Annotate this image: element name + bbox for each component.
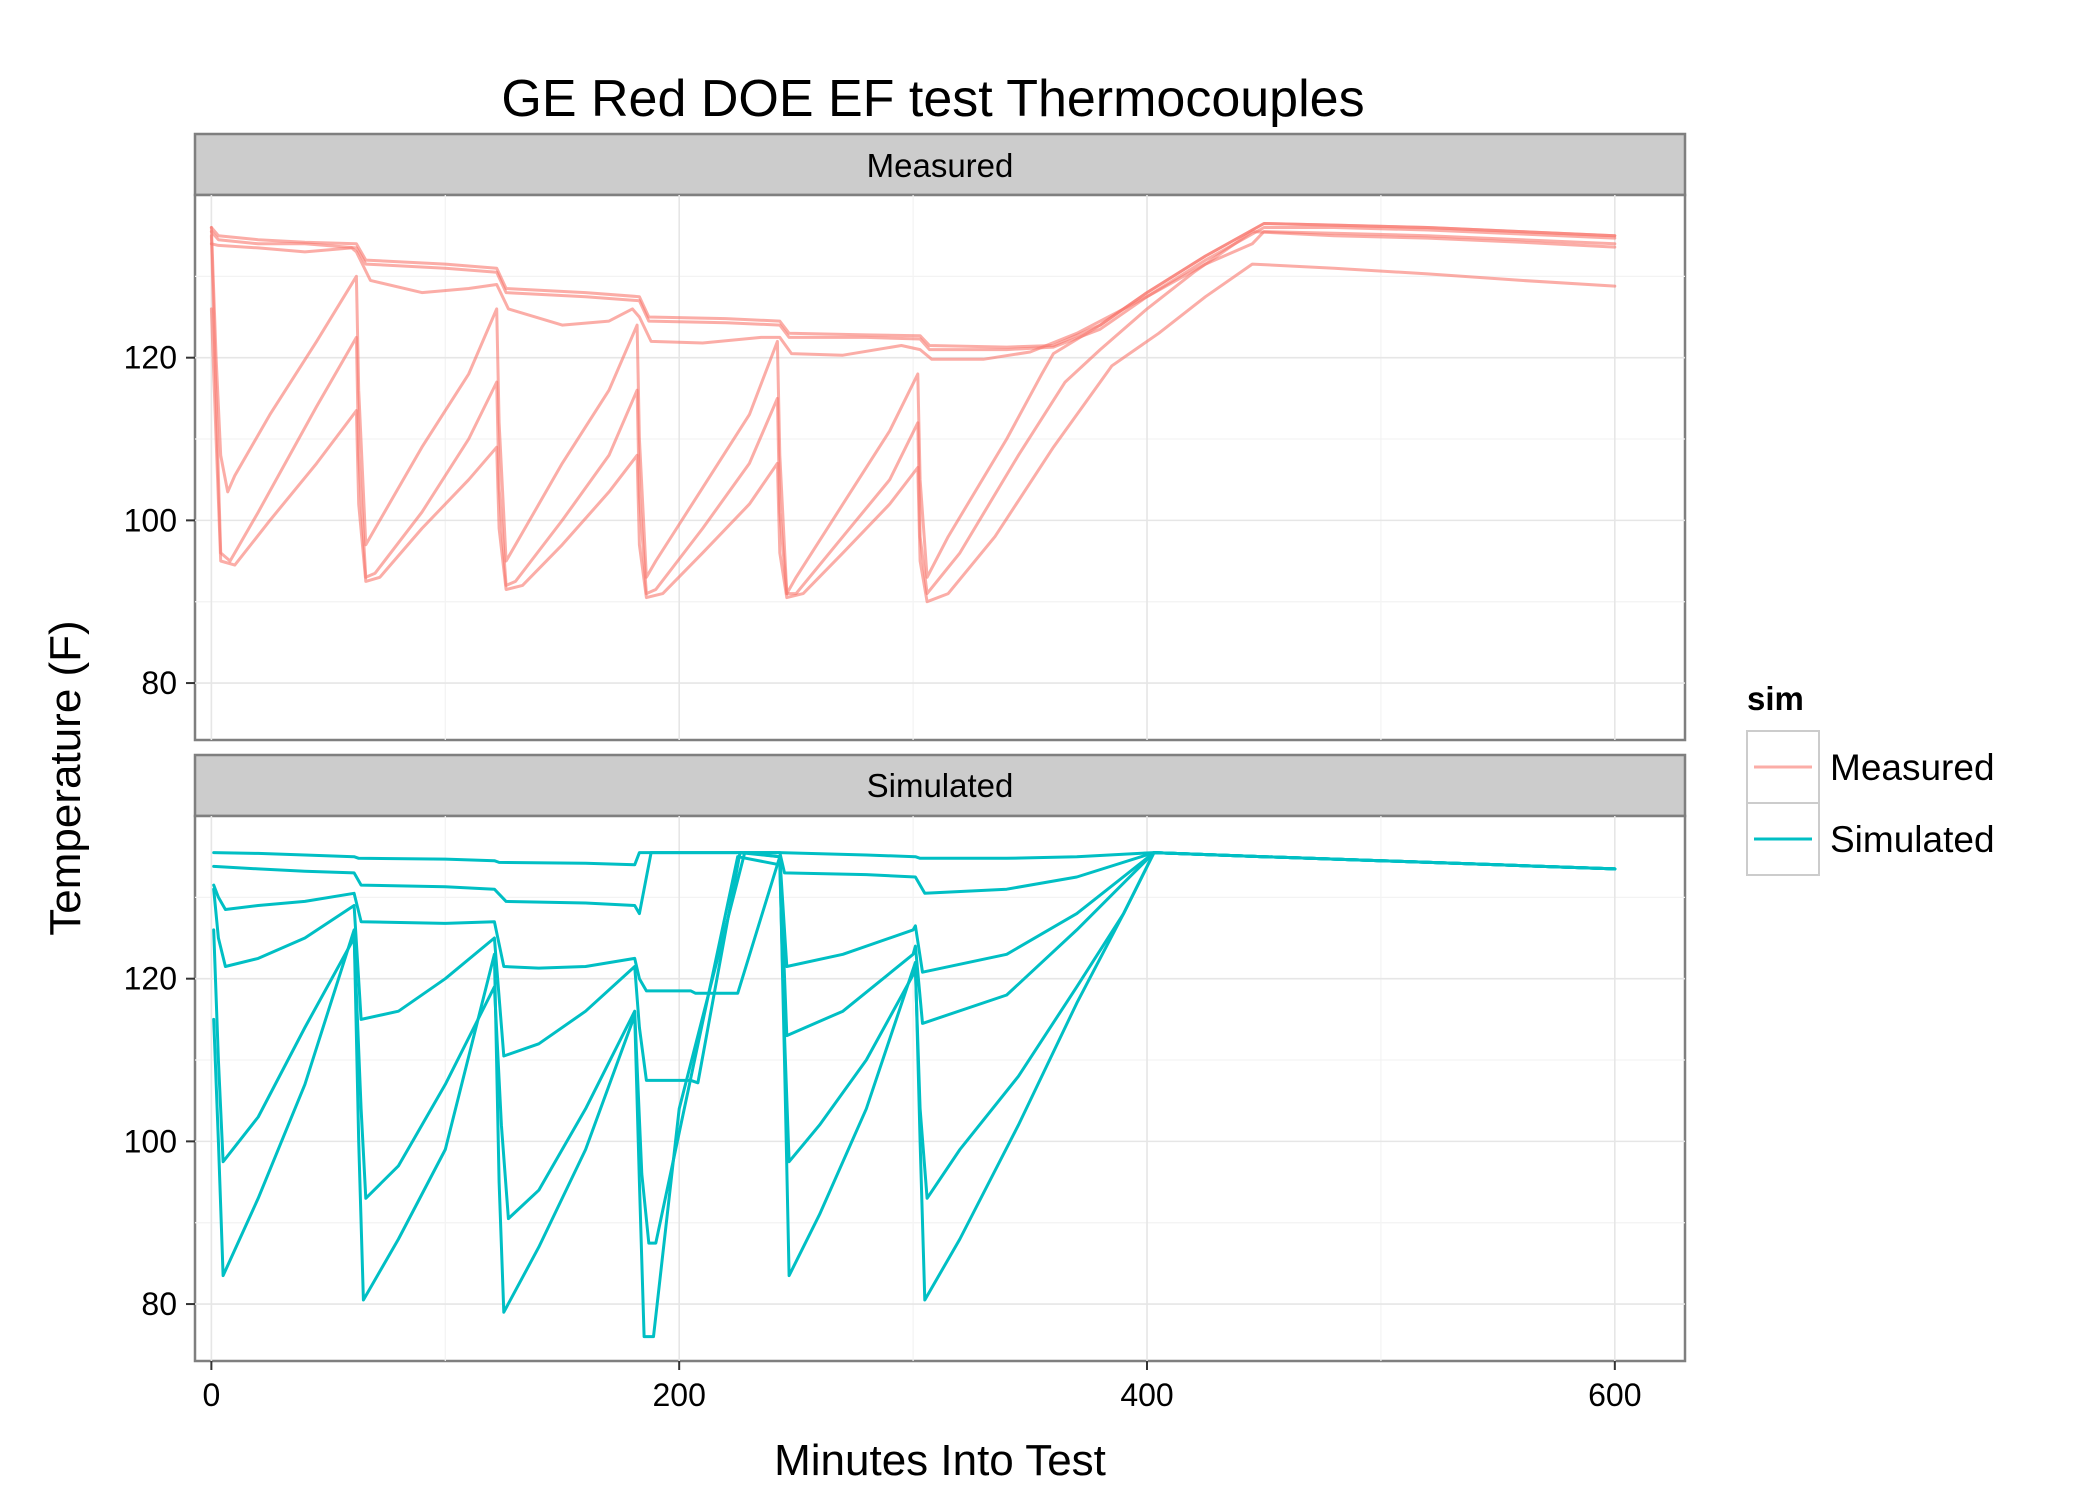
x-tick-label: 600 bbox=[1588, 1377, 1641, 1413]
x-axis: 0 200 400 600 bbox=[202, 1361, 1642, 1413]
facet-simulated-strip bbox=[193, 753, 1687, 818]
legend-label-measured: Measured bbox=[1830, 747, 1995, 788]
y-tick-label: 100 bbox=[124, 1123, 177, 1159]
y-tick-label: 100 bbox=[124, 502, 177, 538]
facet-measured-panel bbox=[193, 193, 1687, 742]
x-tick-label: 400 bbox=[1120, 1377, 1173, 1413]
x-tick-label: 200 bbox=[652, 1377, 705, 1413]
y-tick-label: 80 bbox=[141, 1286, 177, 1322]
facet-simulated-strip-label: Simulated bbox=[867, 767, 1014, 804]
chart-title: GE Red DOE EF test Thermocouples bbox=[501, 70, 1364, 128]
facet-simulated-grid bbox=[195, 816, 1685, 1361]
legend-item-measured: Measured bbox=[1746, 730, 1995, 804]
simulated-series-line-3 bbox=[212, 851, 1617, 995]
facet-simulated-series bbox=[212, 851, 1617, 1339]
legend-title: sim bbox=[1747, 680, 1804, 717]
simulated-series-line-6 bbox=[212, 851, 1617, 1339]
facet-measured-series bbox=[209, 222, 1617, 604]
y-tick-label: 120 bbox=[124, 340, 177, 376]
y-tick-label: 80 bbox=[141, 665, 177, 701]
x-axis-title: Minutes Into Test bbox=[774, 1436, 1106, 1485]
legend-label-simulated: Simulated bbox=[1830, 819, 1995, 860]
facet-measured-y-axis: 80 100 120 bbox=[124, 340, 195, 701]
facet-measured-strip bbox=[193, 132, 1687, 197]
simulated-series-line-4 bbox=[212, 851, 1617, 1085]
legend: sim Measured Simulated bbox=[1746, 680, 1995, 876]
facet-measured: Measured 80 100 120 bbox=[124, 132, 1687, 742]
measured-series-line-4 bbox=[209, 222, 1617, 596]
facet-measured-grid bbox=[195, 195, 1685, 740]
simulated-series-line-5 bbox=[212, 851, 1617, 1245]
measured-series-line-3 bbox=[209, 230, 1617, 361]
facet-simulated-y-axis: 80 100 120 bbox=[124, 961, 195, 1322]
x-tick-label: 0 bbox=[202, 1377, 220, 1413]
measured-series-line-5 bbox=[209, 230, 1617, 596]
facet-simulated: Simulated 80 100 120 bbox=[124, 753, 1687, 1363]
y-tick-label: 120 bbox=[124, 961, 177, 997]
measured-series-line-6 bbox=[209, 262, 1617, 604]
y-axis-title: Temperature (F) bbox=[41, 620, 90, 935]
legend-item-simulated: Simulated bbox=[1746, 802, 1995, 876]
facet-measured-strip-label: Measured bbox=[867, 147, 1014, 184]
